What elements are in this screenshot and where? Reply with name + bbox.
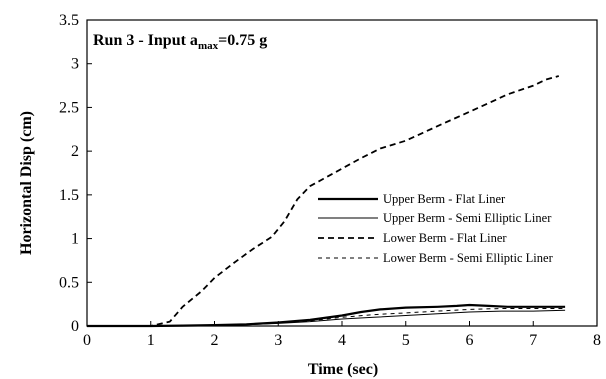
legend-label-3: Lower Berm - Flat Liner <box>383 231 507 245</box>
y-tick-label: 1.5 <box>59 187 79 204</box>
plot-frame <box>86 19 598 327</box>
x-axis-title: Time (sec) <box>308 361 378 378</box>
x-tick-label: 6 <box>466 332 474 349</box>
axes: 0 1 2 3 4 5 6 7 8 0 0.5 1 1.5 2 2.5 3 3.5 <box>59 12 601 349</box>
series-line-1 <box>87 303 566 328</box>
x-tick-label: 5 <box>402 332 410 349</box>
chart-title: Run 3 - Input amax=0.75 g <box>93 32 267 52</box>
y-tick-label: 0.5 <box>59 274 79 291</box>
series-lines <box>87 75 566 328</box>
plot-area <box>86 19 598 327</box>
y-tick-label: 3.5 <box>59 12 79 29</box>
x-tick-label: 8 <box>593 332 601 349</box>
y-tick-label: 0 <box>71 318 79 335</box>
chart-title-main: Run 3 - Input a <box>93 32 198 49</box>
legend-label-1: Upper Berm - Flat Liner <box>383 192 506 206</box>
y-tick-label: 3 <box>71 56 79 73</box>
legend: Upper Berm - Flat Liner Upper Berm - Semi… <box>318 192 554 265</box>
x-tick-label: 3 <box>274 332 282 349</box>
x-tick-label: 4 <box>338 332 346 349</box>
series-line-3 <box>87 75 560 327</box>
legend-label-4: Lower Berm - Semi Elliptic Liner <box>383 251 554 265</box>
y-tick-label: 2 <box>71 143 79 160</box>
x-tick-label: 2 <box>211 332 219 349</box>
y-tick-label: 2.5 <box>59 99 79 116</box>
series-line-4 <box>87 308 566 327</box>
legend-label-2: Upper Berm - Semi Elliptic Liner <box>383 211 552 225</box>
y-axis-title: Horizontal Disp (cm) <box>18 111 35 255</box>
x-tick-label: 1 <box>147 332 155 349</box>
chart-title-subscript: max <box>198 40 219 52</box>
y-tick-label: 1 <box>71 231 79 248</box>
x-tick-label: 0 <box>83 332 91 349</box>
x-tick-label: 7 <box>529 332 537 349</box>
chart-title-suffix: =0.75 g <box>218 32 267 49</box>
